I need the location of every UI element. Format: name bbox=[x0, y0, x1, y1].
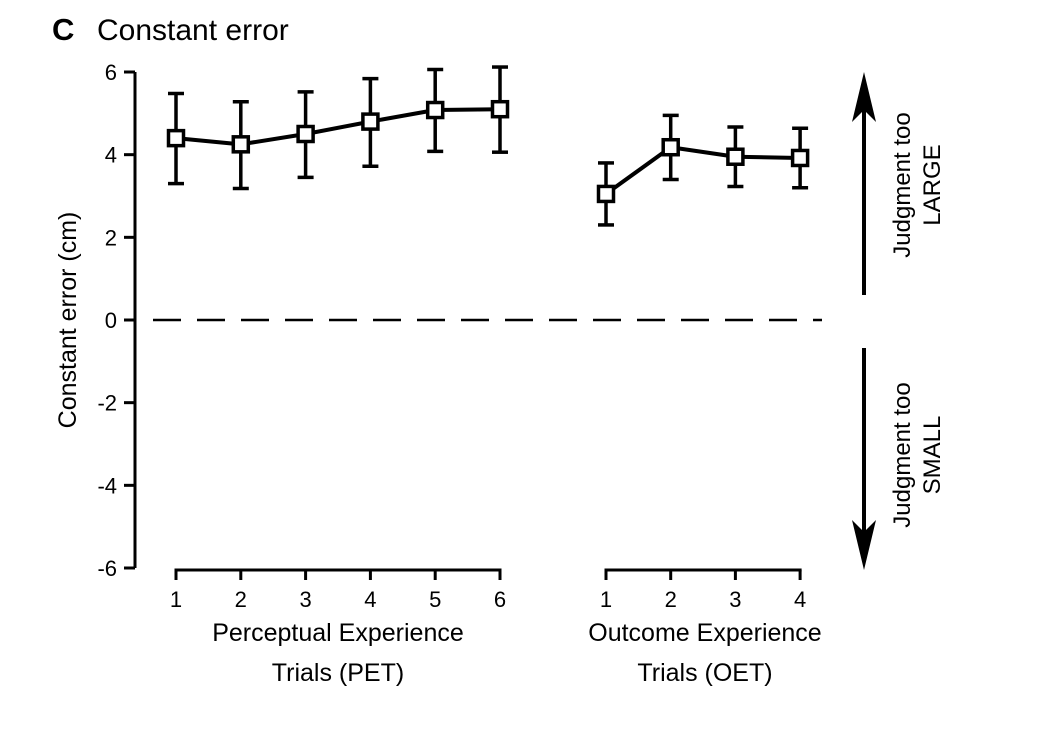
direction-label-line: LARGE bbox=[919, 144, 946, 225]
data-point-marker bbox=[166, 128, 186, 148]
group-label-line: Outcome Experience bbox=[588, 619, 821, 647]
panel-title: Constant error bbox=[97, 14, 289, 47]
data-point-marker bbox=[726, 147, 745, 166]
group-label-line: Trials (PET) bbox=[272, 659, 404, 687]
data-point-marker bbox=[661, 137, 680, 157]
data-point-marker bbox=[425, 100, 445, 120]
y-tick-label: 2 bbox=[105, 225, 117, 250]
y-tick-label: -6 bbox=[97, 556, 117, 581]
data-point-marker bbox=[296, 124, 315, 144]
direction-label-line: SMALL bbox=[919, 416, 946, 495]
panel-letter: C bbox=[52, 12, 74, 47]
x-tick-label: 1 bbox=[170, 587, 182, 612]
group-label-line: Trials (OET) bbox=[637, 659, 772, 687]
data-point-marker bbox=[596, 184, 616, 204]
x-tick-label: 4 bbox=[364, 587, 376, 612]
x-tick-label: 5 bbox=[429, 587, 441, 612]
x-tick-label: 3 bbox=[729, 587, 741, 612]
x-tick-label: 3 bbox=[299, 587, 311, 612]
direction-label-line: Judgment too bbox=[889, 382, 916, 527]
x-tick-label: 2 bbox=[665, 587, 677, 612]
data-point-marker bbox=[490, 99, 510, 119]
data-point-marker bbox=[790, 148, 810, 168]
x-tick-label: 1 bbox=[600, 587, 612, 612]
series-line bbox=[175, 107, 501, 147]
data-point-marker bbox=[361, 112, 380, 131]
y-tick-label: 4 bbox=[105, 143, 117, 168]
direction-label-line: Judgment too bbox=[889, 112, 916, 257]
x-tick-label: 4 bbox=[794, 587, 806, 612]
y-tick-label: 0 bbox=[105, 308, 117, 333]
plot-layer: -6 -4 -2 0 2 4 6 1 2 3 4 5 6 Perceptual Experience Tri… bbox=[97, 60, 946, 687]
data-point-marker bbox=[231, 135, 251, 154]
x-tick-label: 2 bbox=[235, 587, 247, 612]
y-tick-label: 6 bbox=[105, 60, 117, 85]
y-tick-label: -4 bbox=[97, 473, 117, 498]
x-tick-label: 6 bbox=[494, 587, 506, 612]
series-line bbox=[604, 145, 801, 196]
direction-arrow-head bbox=[852, 520, 876, 570]
direction-arrow-head bbox=[852, 72, 876, 122]
y-axis-title: Constant error (cm) bbox=[54, 212, 82, 429]
group-label-line: Perceptual Experience bbox=[212, 619, 464, 647]
y-tick-label: -2 bbox=[97, 391, 117, 416]
